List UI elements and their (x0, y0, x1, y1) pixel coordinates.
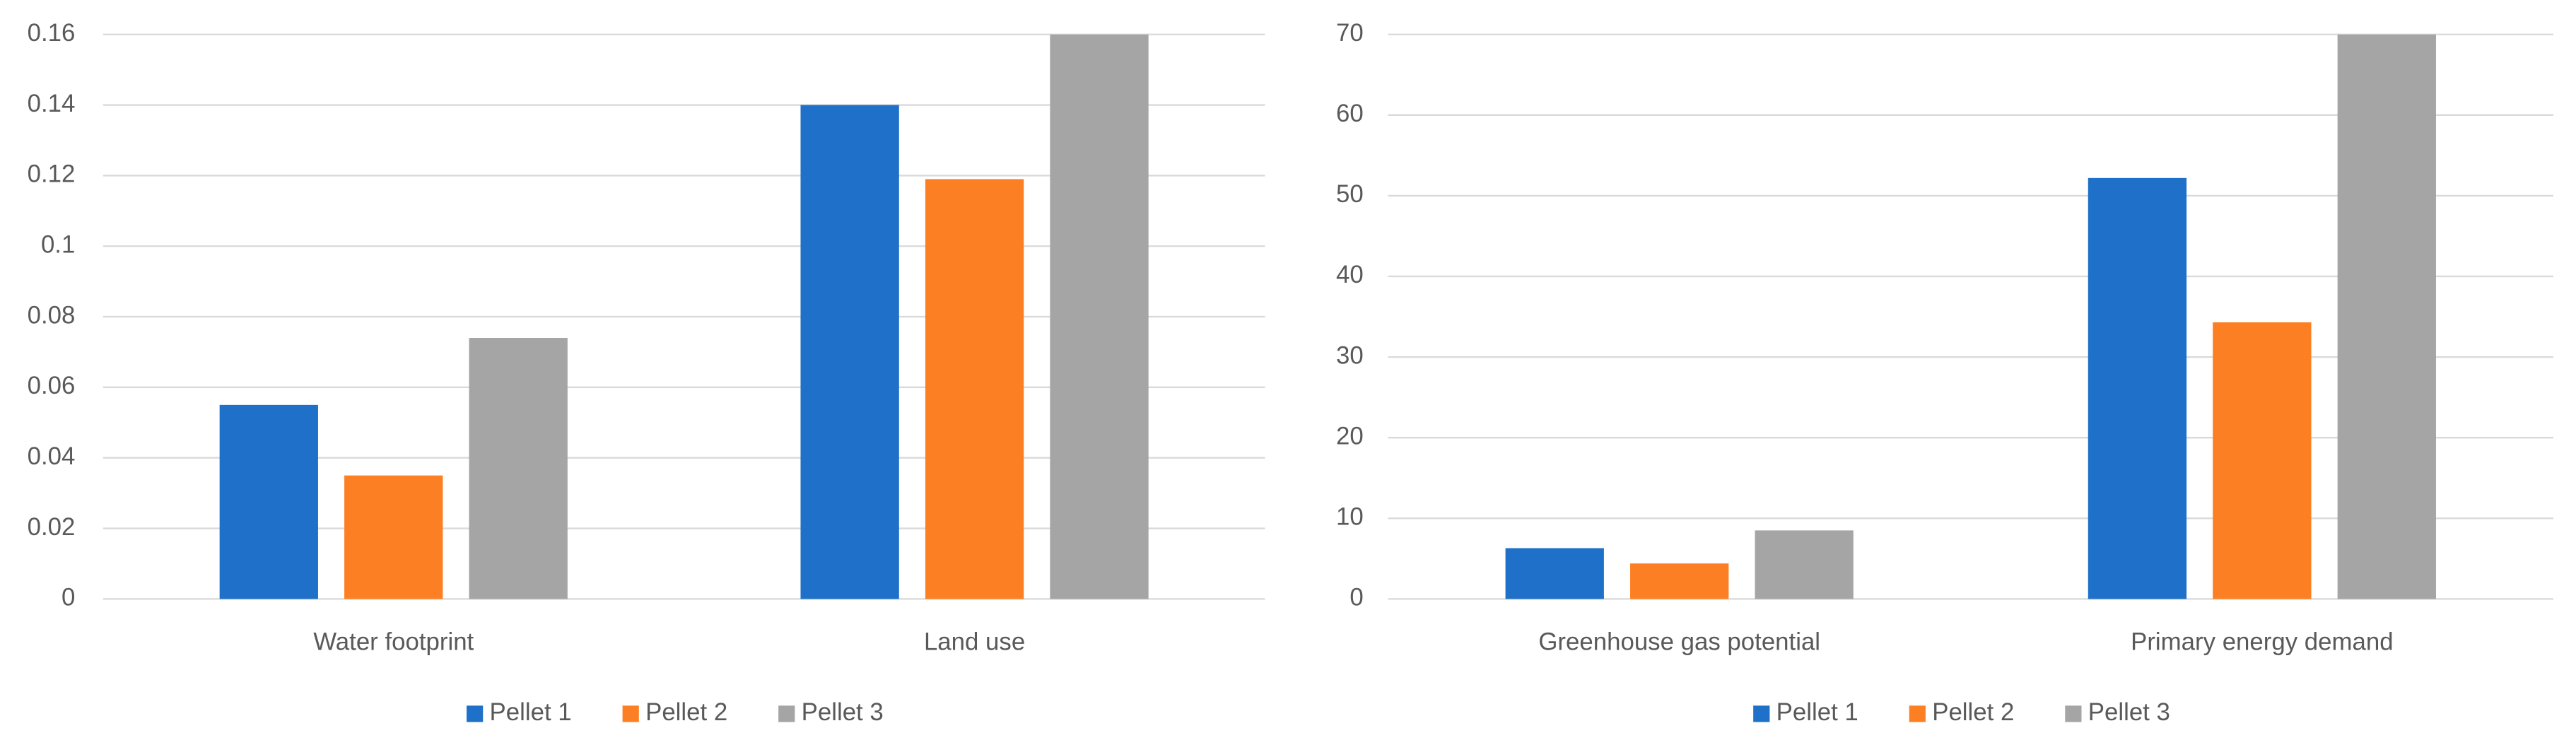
legend-label: Pellet 3 (2088, 698, 2170, 726)
y-tick-label: 0.04 (28, 442, 76, 470)
bar (1630, 563, 1729, 599)
bar (2088, 177, 2187, 599)
legend-label: Pellet 3 (802, 698, 884, 726)
y-tick-label: 0.02 (28, 513, 76, 541)
legend-swatch (2065, 705, 2082, 722)
legend-label: Pellet 1 (490, 698, 572, 726)
bar (2213, 322, 2312, 599)
bar (1050, 34, 1149, 599)
legend-label: Pellet 2 (1932, 698, 2014, 726)
bar (925, 179, 1024, 599)
legend-label: Pellet 2 (645, 698, 727, 726)
y-tick-label: 50 (1336, 180, 1364, 208)
y-tick-label: 0.06 (28, 372, 76, 399)
bar (800, 105, 899, 599)
x-tick-label: Greenhouse gas potential (1538, 628, 1820, 655)
y-tick-label: 20 (1336, 422, 1364, 450)
y-tick-label: 30 (1336, 341, 1364, 369)
y-tick-label: 60 (1336, 100, 1364, 127)
bar (219, 404, 318, 599)
legend-swatch (778, 705, 795, 722)
y-tick-label: 70 (1336, 19, 1364, 47)
y-tick-label: 10 (1336, 503, 1364, 530)
y-tick-label: 0.16 (28, 19, 76, 47)
bar (1505, 548, 1604, 599)
bar (1755, 530, 1854, 599)
x-tick-label: Primary energy demand (2131, 628, 2394, 655)
y-tick-label: 0.12 (28, 160, 76, 188)
x-tick-label: Water footprint (313, 628, 474, 655)
x-tick-label: Land use (924, 628, 1025, 655)
y-tick-label: 40 (1336, 261, 1364, 288)
legend-label: Pellet 1 (1776, 698, 1858, 726)
legend-swatch (1753, 705, 1770, 722)
y-tick-label: 0.08 (28, 301, 76, 329)
y-tick-label: 0.1 (41, 230, 75, 258)
y-tick-label: 0.14 (28, 90, 76, 117)
bar (2337, 34, 2436, 599)
legend-swatch (467, 705, 484, 722)
y-tick-label: 0 (62, 584, 75, 611)
bar (344, 475, 443, 599)
bar (469, 338, 568, 599)
legend-swatch (622, 705, 639, 722)
y-tick-label: 0 (1350, 584, 1363, 611)
legend-swatch (1909, 705, 1926, 722)
